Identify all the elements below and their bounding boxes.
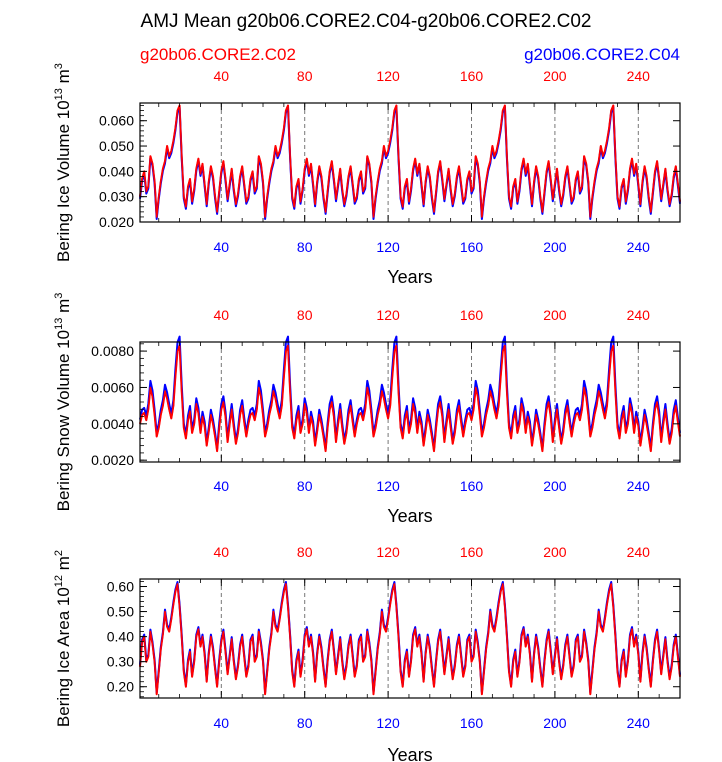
y-tick-label: 0.50: [107, 604, 134, 620]
top-x-tick-label: 240: [627, 307, 651, 323]
bottom-x-tick-label: 200: [543, 715, 567, 731]
panel-3: 0.20 0.30 0.40 0.50 0.60 40 40 80 80 120 120 160 160…: [53, 544, 681, 762]
bottom-x-tick-label: 160: [460, 478, 484, 494]
panel-1: 0.020 0.030 0.040 0.050 0.060 40 40 80 80 120 120 1…: [53, 63, 681, 287]
top-x-tick-label: 80: [297, 544, 313, 560]
y-tick-label: 0.20: [107, 679, 134, 695]
bottom-x-tick-label: 240: [627, 715, 651, 731]
top-x-tick-label: 200: [543, 68, 567, 84]
panels: 0.020 0.030 0.040 0.050 0.060 40 40 80 80 120 120 1…: [53, 63, 681, 762]
y-tick-label: 0.050: [99, 138, 134, 154]
legend-case-c02: g20b06.CORE2.C02: [140, 45, 296, 64]
x-axis-label: Years: [387, 506, 432, 526]
top-x-tick-label: 160: [460, 307, 484, 323]
bottom-x-tick-label: 160: [460, 715, 484, 731]
bottom-x-tick-label: 200: [543, 478, 567, 494]
top-x-tick-label: 40: [214, 544, 230, 560]
series-line-c02-overlay: [139, 104, 681, 218]
y-tick-label: 0.30: [107, 654, 134, 670]
top-x-tick-label: 160: [460, 68, 484, 84]
bottom-x-tick-label: 80: [297, 239, 313, 255]
bottom-x-tick-label: 160: [460, 239, 484, 255]
y-tick-label: 0.0060: [91, 379, 134, 395]
y-tick-label: 0.020: [99, 214, 134, 230]
y-tick-label: 0.030: [99, 189, 134, 205]
top-x-tick-label: 80: [297, 68, 313, 84]
y-tick-label: 0.0080: [91, 343, 134, 359]
bottom-x-tick-label: 120: [376, 239, 400, 255]
bottom-x-tick-label: 120: [376, 715, 400, 731]
top-x-tick-label: 120: [376, 68, 400, 84]
bottom-x-tick-label: 80: [297, 478, 313, 494]
series-line-c02-overlay: [139, 344, 681, 452]
top-x-tick-label: 120: [376, 307, 400, 323]
top-x-tick-label: 200: [543, 544, 567, 560]
series-line-c02-overlay: [139, 583, 681, 696]
bottom-x-tick-label: 40: [214, 715, 230, 731]
y-tick-label: 0.0040: [91, 416, 134, 432]
bottom-x-tick-label: 240: [627, 478, 651, 494]
top-x-tick-label: 40: [214, 307, 230, 323]
y-axis-label: Bering Ice Area 1012 m2: [53, 550, 73, 727]
top-x-tick-label: 120: [376, 544, 400, 560]
y-tick-label: 0.60: [107, 579, 134, 595]
figure-title: AMJ Mean g20b06.CORE2.C04-g20b06.CORE2.C…: [141, 11, 592, 32]
panel-2: 0.0020 0.0040 0.0060 0.0080 40 40 80 80 120 120 16…: [53, 293, 681, 526]
top-x-tick-label: 240: [627, 68, 651, 84]
top-x-tick-label: 200: [543, 307, 567, 323]
bottom-x-tick-label: 40: [214, 478, 230, 494]
bottom-x-tick-label: 120: [376, 478, 400, 494]
y-tick-label: 0.060: [99, 113, 134, 129]
top-x-tick-label: 40: [214, 68, 230, 84]
plot-frame: [139, 102, 681, 223]
y-tick-label: 0.0020: [91, 452, 134, 468]
plot-frame: [139, 578, 681, 699]
legend-case-c04: g20b06.CORE2.C04: [524, 45, 680, 64]
x-axis-label: Years: [387, 267, 432, 287]
y-axis-label: Bering Ice Volume 1013 m3: [53, 63, 73, 262]
y-tick-label: 0.040: [99, 163, 134, 179]
bottom-x-tick-label: 40: [214, 239, 230, 255]
bottom-x-tick-label: 80: [297, 715, 313, 731]
bottom-x-tick-label: 240: [627, 239, 651, 255]
top-x-tick-label: 240: [627, 544, 651, 560]
y-axis-label: Bering Snow Volume 1013 m3: [53, 293, 73, 512]
top-x-tick-label: 160: [460, 544, 484, 560]
bottom-x-tick-label: 200: [543, 239, 567, 255]
top-x-tick-label: 80: [297, 307, 313, 323]
x-axis-label: Years: [387, 745, 432, 762]
y-tick-label: 0.40: [107, 629, 134, 645]
